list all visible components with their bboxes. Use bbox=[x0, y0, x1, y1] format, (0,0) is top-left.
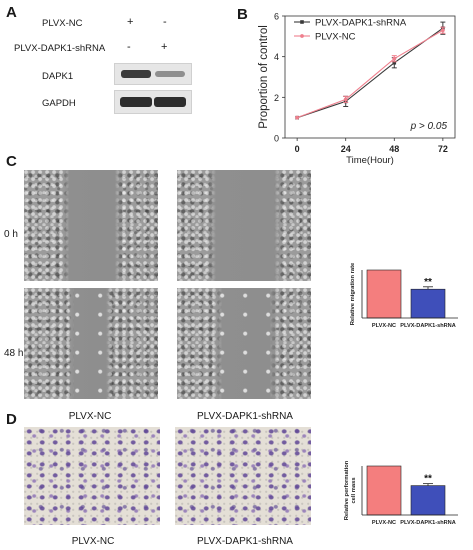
bar-category-label: PLVX-DAPK1-shRNA bbox=[400, 520, 456, 526]
y-axis-label: Relative performation bbox=[344, 460, 350, 520]
blot-group-label-shrna: PLVX-DAPK1-shRNA bbox=[14, 43, 106, 54]
blot-gapdh-membrane bbox=[114, 90, 192, 114]
wound-gap bbox=[68, 288, 112, 399]
blot-band-label-dapk1: DAPK1 bbox=[42, 71, 74, 82]
y-axis-label: Relative migration rate bbox=[350, 262, 356, 325]
wound-caption-shrna: PLVX-DAPK1-shRNA bbox=[197, 411, 293, 422]
blot-gapdh-band-nc bbox=[120, 97, 152, 107]
wound-row-label-48h: 48 h bbox=[4, 348, 24, 359]
x-tick-label: 0 bbox=[295, 144, 300, 154]
data-point bbox=[440, 28, 445, 33]
wound-image-shrna-0h bbox=[177, 170, 311, 281]
wound-gap bbox=[213, 288, 279, 399]
panel-label-a: A bbox=[6, 4, 17, 21]
blot-lane1-nc-sign: + bbox=[127, 16, 134, 28]
bar-0 bbox=[366, 465, 402, 516]
panel-label-c: C bbox=[6, 153, 17, 170]
y-axis-label: cell mass bbox=[351, 477, 357, 503]
data-point bbox=[392, 60, 397, 65]
blot-band-label-gapdh: GAPDH bbox=[42, 98, 76, 109]
chart-frame bbox=[284, 15, 456, 139]
panel-label-b: B bbox=[237, 6, 248, 23]
data-point bbox=[343, 97, 348, 102]
wound-row-label-0h: 0 h bbox=[4, 229, 18, 240]
p-value-annotation: p > 0.05 bbox=[410, 121, 448, 132]
transwell-image-shrna bbox=[175, 427, 311, 525]
transwell-image-nc bbox=[24, 427, 160, 525]
blot-gapdh-band-shrna bbox=[154, 97, 186, 107]
y-tick-label: 4 bbox=[274, 52, 279, 62]
y-tick-label: 6 bbox=[274, 12, 279, 22]
data-point bbox=[392, 56, 397, 61]
legend-label: PLVX-DAPK1-shRNA bbox=[315, 18, 407, 29]
bar-1 bbox=[410, 485, 446, 516]
x-tick-label: 48 bbox=[389, 144, 399, 154]
panel-label-d: D bbox=[6, 411, 17, 428]
wound-gap bbox=[62, 170, 122, 281]
significance-mark: ** bbox=[424, 277, 432, 288]
significance-mark: ** bbox=[424, 474, 432, 485]
wound-image-nc-48h bbox=[24, 288, 158, 399]
blot-dapk1-membrane bbox=[114, 63, 192, 85]
blot-dapk1-band-shrna bbox=[155, 71, 185, 77]
x-tick-label: 72 bbox=[438, 144, 448, 154]
bar-category-label: PLVX-NC bbox=[372, 323, 396, 329]
series-line-0 bbox=[296, 27, 444, 119]
y-tick-label: 0 bbox=[274, 134, 279, 144]
transwell-caption-shrna: PLVX-DAPK1-shRNA bbox=[197, 536, 293, 547]
blot-dapk1-band-nc bbox=[121, 70, 151, 78]
series-line-1 bbox=[296, 29, 444, 119]
legend-marker bbox=[300, 34, 304, 38]
transwell-caption-nc: PLVX-NC bbox=[71, 536, 115, 547]
legend-marker bbox=[300, 20, 304, 24]
x-axis-label: Time(Hour) bbox=[346, 155, 394, 166]
blot-lane2-shrna-sign: + bbox=[161, 41, 168, 53]
wound-image-nc-0h bbox=[24, 170, 158, 281]
data-point bbox=[295, 115, 300, 120]
legend-label: PLVX-NC bbox=[315, 32, 356, 43]
wound-caption-nc: PLVX-NC bbox=[68, 411, 112, 422]
bar-0 bbox=[366, 269, 402, 319]
blot-lane1-shrna-sign: - bbox=[127, 41, 131, 53]
wound-image-shrna-48h bbox=[177, 288, 311, 399]
wound-gap bbox=[207, 170, 283, 281]
y-axis-label: Proportion of control bbox=[258, 25, 270, 129]
blot-lane2-nc-sign: - bbox=[163, 16, 167, 28]
blot-group-label-nc: PLVX-NC bbox=[42, 18, 83, 29]
bar-category-label: PLVX-DAPK1-shRNA bbox=[400, 323, 456, 329]
bar-category-label: PLVX-NC bbox=[372, 520, 396, 526]
y-tick-label: 2 bbox=[274, 93, 279, 103]
x-tick-label: 24 bbox=[341, 144, 351, 154]
bar-1 bbox=[410, 288, 446, 319]
